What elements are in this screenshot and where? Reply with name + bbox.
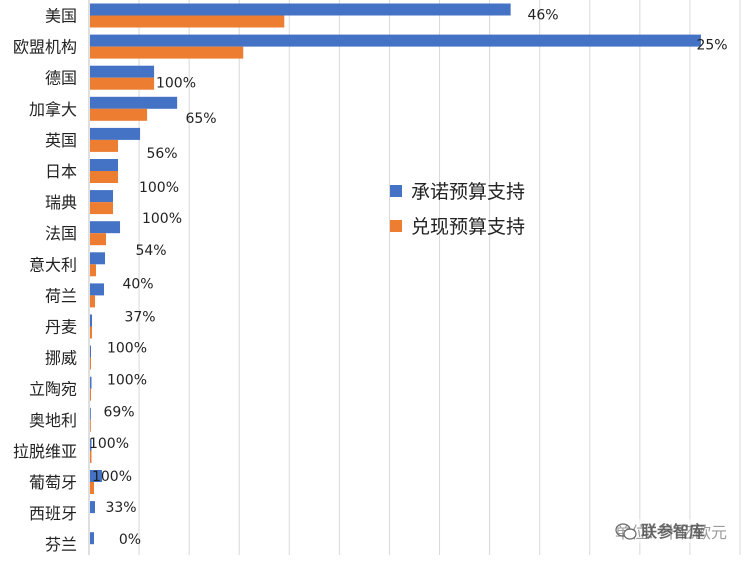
category-label: 欧盟机构 <box>13 38 77 57</box>
bar-committed <box>90 252 106 265</box>
watermark-backdrop <box>612 519 730 543</box>
category-labels: 美国欧盟机构德国加拿大英国日本瑞典法国意大利荷兰丹麦挪威立陶宛奥地利拉脱维亚葡萄… <box>13 7 77 555</box>
bar-disbursed <box>90 326 93 339</box>
category-label: 立陶宛 <box>29 380 77 399</box>
bar-committed <box>90 65 155 78</box>
bar-disbursed <box>90 139 119 152</box>
bar-disbursed <box>90 450 92 463</box>
wechat-icon <box>615 523 637 540</box>
data-label: 100% <box>89 436 129 452</box>
bar-committed <box>90 407 91 420</box>
bar-committed <box>90 314 93 327</box>
category-label: 葡萄牙 <box>29 473 77 492</box>
bar-committed <box>90 34 701 47</box>
bar-disbursed <box>90 108 148 121</box>
bar-committed <box>90 438 92 451</box>
data-label: 100% <box>107 341 147 357</box>
bar-disbursed <box>90 15 285 28</box>
data-label: 56% <box>146 146 177 162</box>
category-label: 德国 <box>45 69 77 88</box>
data-label: 25% <box>696 38 727 54</box>
legend-swatch <box>390 185 402 197</box>
data-label: 40% <box>122 276 153 292</box>
data-label: 33% <box>105 500 136 516</box>
data-labels: 46% 25% 100% 65% 56% 100% 100% 54% 40% 37% 100% 100… <box>89 8 728 563</box>
category-label: 西班牙 <box>29 504 77 523</box>
bars <box>90 3 701 545</box>
bar-disbursed <box>90 482 95 494</box>
bar-committed <box>90 345 92 358</box>
data-label: 100% <box>139 180 179 196</box>
bar-committed <box>90 376 92 389</box>
bar-disbursed <box>90 357 92 370</box>
category-label: 美国 <box>45 7 77 26</box>
data-label: 69% <box>103 405 134 421</box>
bar-committed <box>90 96 178 109</box>
bar-disbursed <box>90 233 107 246</box>
bar-committed <box>90 283 105 296</box>
data-label: 100% <box>92 469 132 485</box>
data-label: 46% <box>527 8 558 24</box>
bar-committed <box>90 127 141 140</box>
bar-disbursed <box>90 171 119 183</box>
bar-committed <box>90 532 95 545</box>
data-label: 100% <box>156 76 196 92</box>
category-label: 瑞典 <box>45 193 77 212</box>
bar-disbursed <box>90 46 244 59</box>
category-label: 英国 <box>45 131 77 150</box>
category-label: 加拿大 <box>29 100 77 119</box>
category-label: 奥地利 <box>29 411 77 430</box>
bar-disbursed <box>90 388 92 401</box>
gridlines <box>138 0 741 555</box>
category-label: 荷兰 <box>45 286 77 305</box>
category-label: 芬兰 <box>45 535 77 554</box>
category-label: 丹麦 <box>45 318 77 337</box>
bar-disbursed <box>90 295 96 308</box>
bar-disbursed <box>90 419 91 432</box>
bar-disbursed <box>90 77 155 90</box>
data-label: 65% <box>185 111 216 127</box>
data-label: 100% <box>142 211 182 227</box>
category-label: 法国 <box>45 224 77 243</box>
legend-label: 承诺预算支持 <box>411 181 525 203</box>
bar-committed <box>90 221 121 234</box>
category-label: 拉脱维亚 <box>13 442 77 461</box>
bar-committed <box>90 501 96 514</box>
legend-label: 兑现预算支持 <box>411 216 525 238</box>
category-label: 意大利 <box>29 255 77 274</box>
data-label: 0% <box>119 532 141 548</box>
bar-disbursed <box>90 202 114 215</box>
bar-committed <box>90 470 103 482</box>
bar-committed <box>90 159 119 171</box>
bar-committed <box>90 190 114 203</box>
unit-note-area: 单位：十亿欧元联参智库 <box>612 519 730 543</box>
watermark-text: 联参智库 <box>641 522 705 541</box>
data-label: 37% <box>124 309 155 325</box>
category-label: 日本 <box>45 162 77 181</box>
category-label: 挪威 <box>45 349 77 368</box>
data-label: 54% <box>135 243 166 259</box>
bar-committed <box>90 3 511 16</box>
data-label: 100% <box>107 373 147 389</box>
bar-disbursed <box>90 264 97 277</box>
legend-swatch <box>390 220 402 232</box>
